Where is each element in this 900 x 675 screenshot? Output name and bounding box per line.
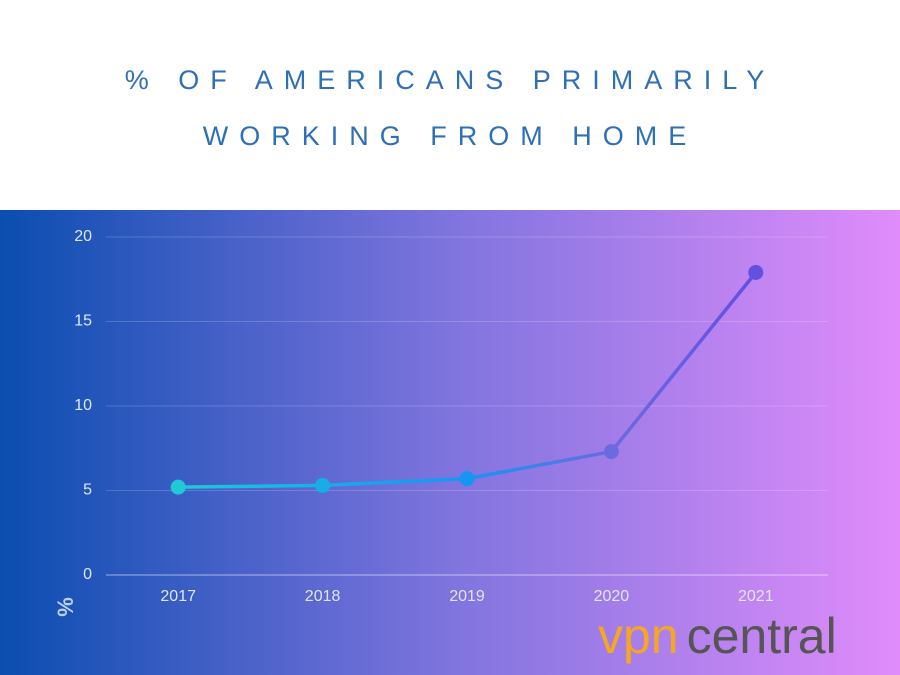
watermark-part: central xyxy=(687,608,837,664)
watermark: vpn central xyxy=(598,608,837,664)
y-tick-label: 15 xyxy=(74,313,92,330)
y-tick-label: 0 xyxy=(83,566,92,583)
x-tick-label: 2019 xyxy=(449,588,485,605)
x-tick-label: 2018 xyxy=(305,588,341,605)
data-point xyxy=(459,471,475,487)
x-tick-label: 2021 xyxy=(738,588,774,605)
watermark-part: vpn xyxy=(598,608,679,664)
data-point xyxy=(748,264,764,280)
data-point xyxy=(603,444,619,460)
x-tick-label: 2020 xyxy=(594,588,630,605)
y-tick-label: 10 xyxy=(74,397,92,414)
plot-background xyxy=(0,210,900,675)
x-tick-label: 2017 xyxy=(160,588,196,605)
y-tick-label: 5 xyxy=(83,482,92,499)
y-axis-label: % xyxy=(53,597,78,617)
y-tick-label: 20 xyxy=(74,228,92,245)
data-point xyxy=(170,479,186,495)
data-point xyxy=(315,477,331,493)
chart-title: % OF AMERICANS PRIMARILY WORKING FROM HO… xyxy=(124,65,776,151)
